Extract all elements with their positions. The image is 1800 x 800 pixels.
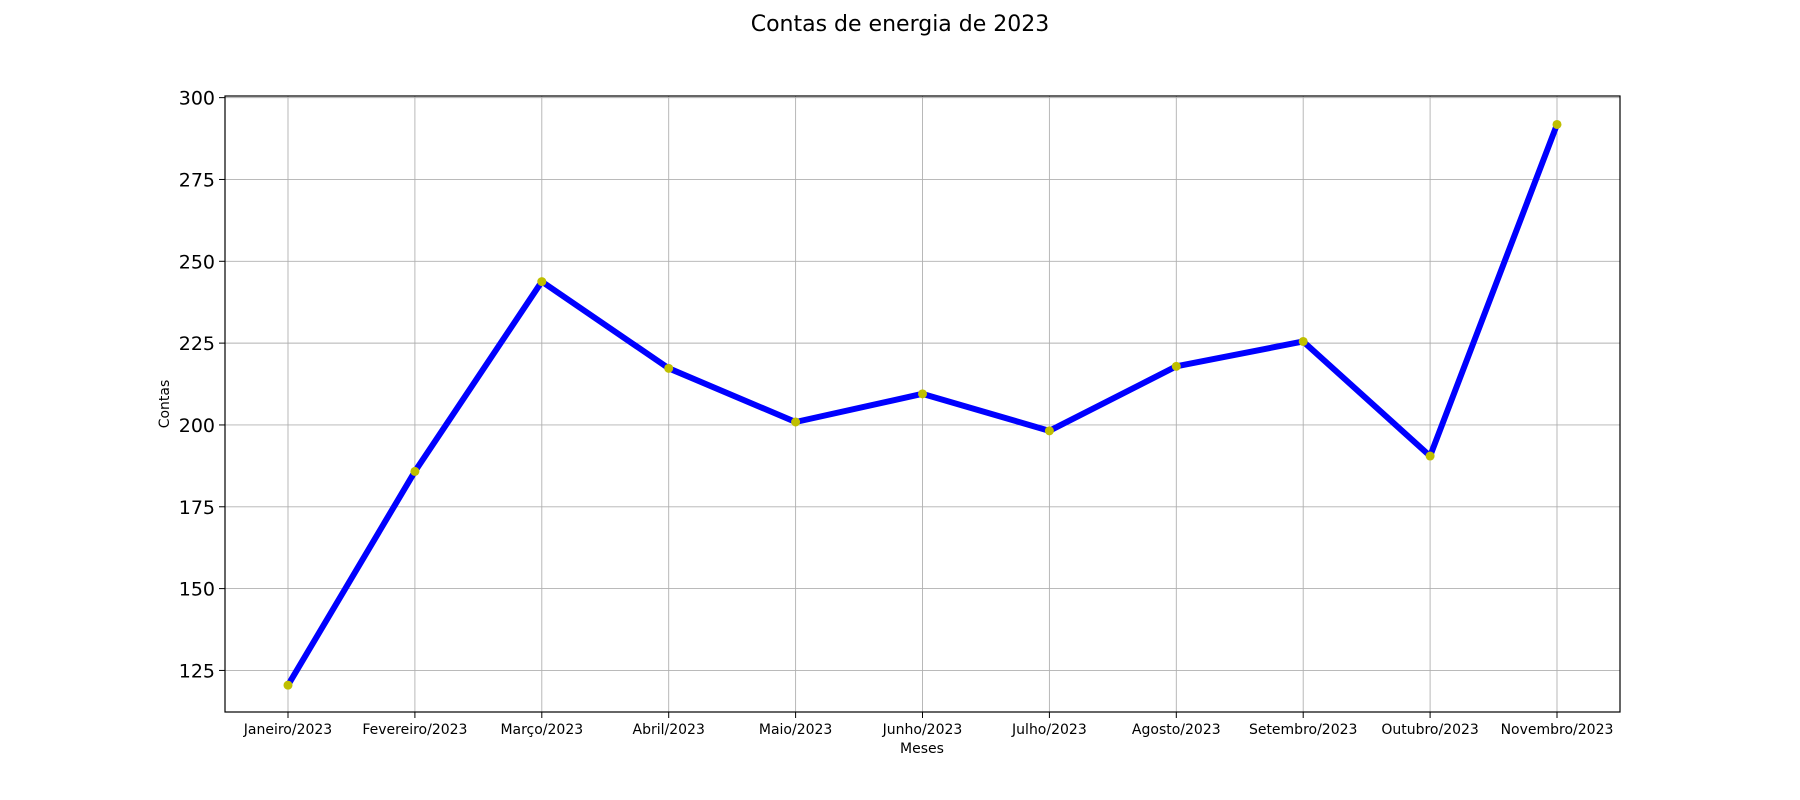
data-point — [1298, 336, 1308, 346]
data-point — [410, 466, 420, 476]
y-axis-ticks: 125 150 175 200 225 250 275 300 — [179, 88, 225, 682]
data-point — [1552, 119, 1562, 129]
x-tick-label: Julho/2023 — [1011, 722, 1087, 738]
x-tick-label: Fevereiro/2023 — [362, 722, 467, 738]
grid — [225, 96, 1620, 712]
data-point — [664, 363, 674, 373]
chart-title: Contas de energia de 2023 — [751, 12, 1050, 37]
x-tick-label: Setembro/2023 — [1249, 722, 1358, 738]
data-point — [1044, 426, 1054, 436]
y-axis-label: Contas — [157, 380, 173, 429]
y-tick-label: 150 — [179, 579, 215, 601]
x-axis-ticks: Janeiro/2023 Fevereiro/2023 Março/2023 Abri… — [243, 712, 1614, 738]
data-point — [537, 277, 547, 287]
y-tick-label: 125 — [179, 660, 215, 682]
data-point — [791, 417, 801, 427]
x-tick-label: Outubro/2023 — [1381, 722, 1479, 738]
y-tick-label: 225 — [179, 333, 215, 355]
x-tick-label: Junho/2023 — [882, 722, 963, 738]
x-tick-label: Maio/2023 — [759, 722, 832, 738]
x-tick-label: Agosto/2023 — [1132, 722, 1221, 738]
series-layer — [283, 119, 1562, 690]
data-point — [1425, 451, 1435, 461]
y-tick-label: 250 — [179, 251, 215, 273]
x-tick-label: Abril/2023 — [633, 722, 705, 738]
x-tick-label: Março/2023 — [500, 722, 583, 738]
y-tick-label: 275 — [179, 169, 215, 191]
data-point — [918, 389, 927, 399]
y-tick-label: 200 — [179, 415, 215, 437]
y-tick-label: 300 — [179, 88, 215, 110]
plot-frame — [224, 95, 1621, 713]
x-axis-label: Meses — [900, 741, 944, 757]
y-tick-label: 175 — [179, 497, 215, 519]
x-tick-label: Novembro/2023 — [1501, 722, 1614, 738]
data-point — [1171, 361, 1181, 371]
x-tick-label: Janeiro/2023 — [243, 722, 332, 738]
data-point — [283, 680, 293, 690]
